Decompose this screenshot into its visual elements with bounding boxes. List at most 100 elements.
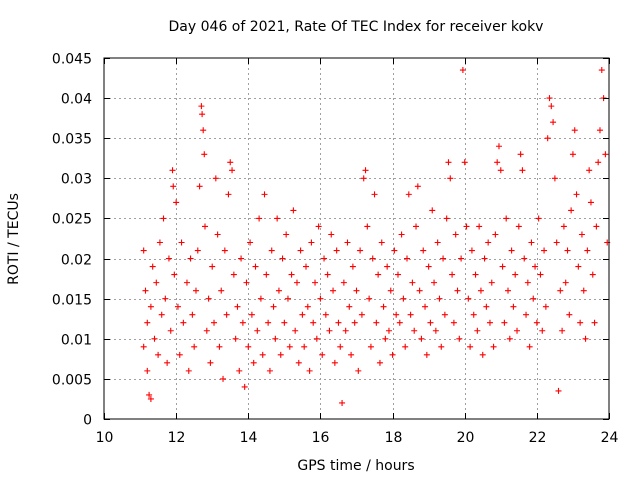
data-point bbox=[306, 367, 313, 374]
data-point bbox=[422, 303, 429, 310]
data-point bbox=[351, 319, 358, 326]
data-point bbox=[467, 343, 474, 350]
data-point bbox=[470, 311, 477, 318]
data-point bbox=[555, 387, 562, 394]
data-point bbox=[248, 311, 255, 318]
data-point bbox=[310, 319, 317, 326]
data-point bbox=[389, 351, 396, 358]
data-point bbox=[277, 351, 284, 358]
data-point bbox=[497, 167, 504, 174]
data-point bbox=[339, 399, 346, 406]
data-point bbox=[207, 359, 214, 366]
data-point bbox=[375, 271, 382, 278]
data-point bbox=[330, 287, 337, 294]
data-point bbox=[411, 327, 418, 334]
data-point bbox=[387, 287, 394, 294]
data-point bbox=[147, 395, 154, 402]
data-point bbox=[441, 311, 448, 318]
data-point bbox=[568, 207, 575, 214]
data-point bbox=[515, 223, 522, 230]
data-point bbox=[535, 215, 542, 222]
data-point bbox=[589, 271, 596, 278]
data-point bbox=[234, 303, 241, 310]
data-point bbox=[362, 167, 369, 174]
data-point bbox=[398, 231, 405, 238]
data-point bbox=[247, 239, 254, 246]
data-point bbox=[533, 319, 540, 326]
data-point bbox=[562, 279, 569, 286]
data-point bbox=[270, 303, 277, 310]
data-point bbox=[171, 271, 178, 278]
x-tick-label: 16 bbox=[312, 430, 330, 446]
data-point bbox=[284, 295, 291, 302]
data-point bbox=[409, 279, 416, 286]
data-point bbox=[286, 343, 293, 350]
data-point bbox=[431, 279, 438, 286]
data-point bbox=[416, 287, 423, 294]
data-point bbox=[283, 231, 290, 238]
data-point bbox=[445, 159, 452, 166]
data-point bbox=[319, 351, 326, 358]
data-point bbox=[328, 231, 335, 238]
data-point bbox=[151, 335, 158, 342]
data-point bbox=[303, 263, 309, 270]
data-point bbox=[380, 303, 387, 310]
data-point bbox=[340, 279, 347, 286]
data-point bbox=[367, 343, 374, 350]
data-point bbox=[514, 327, 521, 334]
x-tick-label: 24 bbox=[601, 430, 619, 446]
data-point bbox=[494, 159, 501, 166]
data-point bbox=[191, 343, 198, 350]
data-point bbox=[173, 199, 180, 206]
data-point bbox=[557, 287, 564, 294]
y-tick-label: 0.025 bbox=[52, 212, 92, 228]
data-point bbox=[192, 287, 199, 294]
data-point bbox=[250, 359, 257, 366]
data-point bbox=[279, 255, 286, 262]
data-point bbox=[360, 175, 367, 182]
data-point bbox=[252, 263, 259, 270]
data-point bbox=[376, 359, 383, 366]
data-point bbox=[582, 335, 589, 342]
data-point bbox=[364, 223, 371, 230]
data-point bbox=[337, 343, 344, 350]
data-point bbox=[452, 231, 459, 238]
data-point bbox=[595, 159, 602, 166]
data-point bbox=[501, 319, 508, 326]
y-tick-label: 0.005 bbox=[52, 373, 92, 389]
data-point bbox=[257, 295, 264, 302]
data-point bbox=[293, 279, 300, 286]
data-point bbox=[164, 359, 171, 366]
data-point bbox=[212, 175, 219, 182]
data-point bbox=[196, 183, 203, 190]
data-point bbox=[312, 279, 319, 286]
data-point bbox=[571, 127, 578, 134]
y-tick-label: 0.03 bbox=[61, 172, 92, 188]
data-point bbox=[492, 231, 499, 238]
data-point bbox=[474, 327, 481, 334]
data-point bbox=[526, 343, 533, 350]
data-point bbox=[165, 255, 172, 262]
data-point bbox=[468, 247, 475, 254]
data-point bbox=[506, 335, 513, 342]
data-point bbox=[541, 247, 548, 254]
y-axis-label: ROTI / TECUs bbox=[6, 193, 22, 285]
data-point bbox=[528, 239, 535, 246]
data-point bbox=[551, 175, 558, 182]
data-point bbox=[220, 375, 227, 382]
data-point bbox=[418, 335, 425, 342]
data-point bbox=[189, 311, 196, 318]
data-point bbox=[530, 295, 537, 302]
data-point bbox=[573, 191, 580, 198]
data-point bbox=[407, 311, 414, 318]
data-point bbox=[288, 271, 295, 278]
data-point bbox=[400, 295, 407, 302]
data-point bbox=[458, 255, 465, 262]
data-point bbox=[201, 151, 208, 158]
data-point bbox=[317, 295, 324, 302]
data-point bbox=[322, 311, 329, 318]
data-point bbox=[266, 367, 273, 374]
data-point bbox=[299, 311, 306, 318]
data-point bbox=[559, 327, 566, 334]
